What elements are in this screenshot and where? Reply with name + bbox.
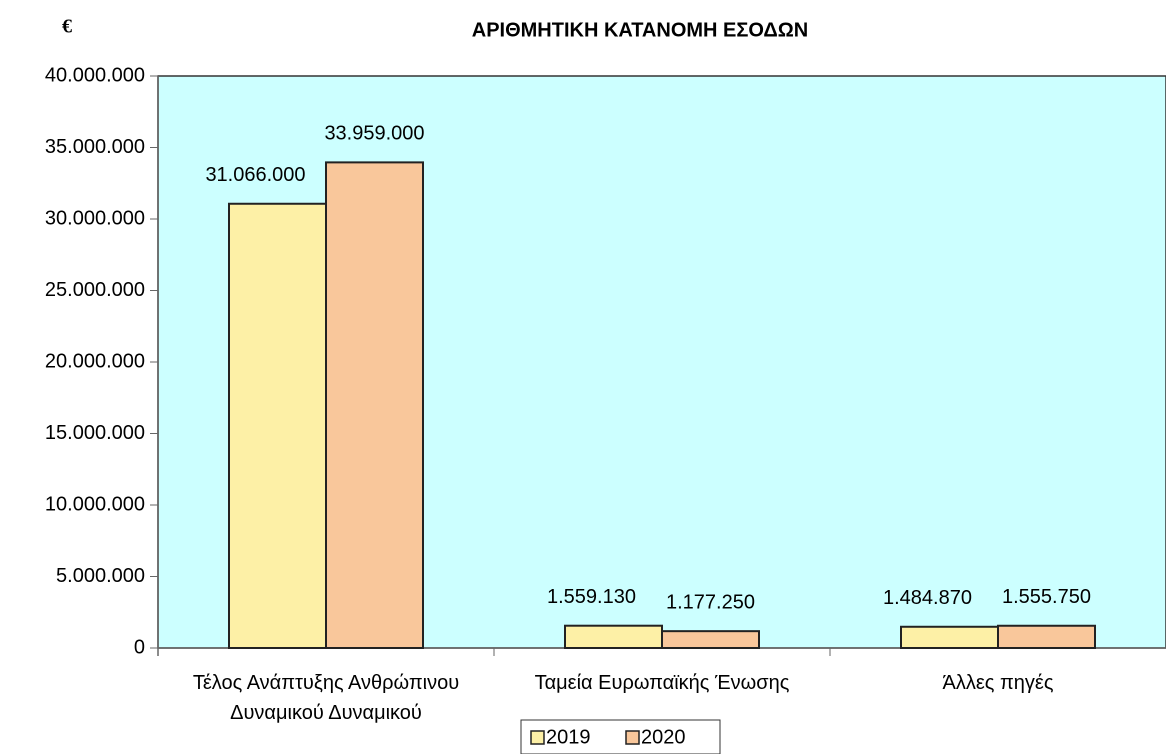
legend-box — [520, 719, 721, 754]
bar — [900, 625, 999, 649]
y-tick-label: 10.000.000 — [45, 493, 145, 515]
y-tick-label: 20.000.000 — [45, 350, 145, 372]
chart-title: ΑΡΙΘΜΗΤΙΚΗ ΚΑΤΑΝΟΜΗ ΕΣΟΔΩΝ — [472, 19, 809, 41]
x-tick-label: Ταμεία Ευρωπαϊκής Ένωσης — [534, 672, 790, 694]
value-label: 1.555.750 — [1002, 586, 1091, 608]
bar — [325, 161, 424, 650]
y-tick-label: 40.000.000 — [45, 64, 145, 86]
x-tick-label: Τέλος Ανάπτυξης Ανθρώπινου Δυναμικού Δυν… — [192, 672, 460, 724]
y-tick-label: 5.000.000 — [56, 565, 145, 587]
y-tick-label: 15.000.000 — [45, 422, 145, 444]
legend-label: 2019 — [546, 726, 591, 748]
y-tick-label: 30.000.000 — [45, 207, 145, 229]
bar — [661, 630, 760, 650]
legend-label: 2020 — [641, 726, 686, 748]
y-tick-label: 35.000.000 — [45, 136, 145, 158]
y-tick-label: 0 — [134, 636, 145, 658]
legend-swatch — [530, 730, 545, 745]
value-label: 33.959.000 — [324, 123, 424, 145]
value-label: 1.484.870 — [883, 587, 972, 609]
value-label: 31.066.000 — [205, 164, 305, 186]
y-axis-unit: € — [62, 16, 72, 38]
y-tick-label: 25.000.000 — [45, 279, 145, 301]
bar — [997, 624, 1096, 649]
bar — [228, 202, 327, 649]
bar — [564, 624, 663, 650]
x-tick-label: Άλλες πηγές — [942, 672, 1054, 694]
value-label: 1.177.250 — [666, 591, 755, 613]
value-label: 1.559.130 — [547, 586, 636, 608]
legend-swatch — [625, 730, 640, 745]
